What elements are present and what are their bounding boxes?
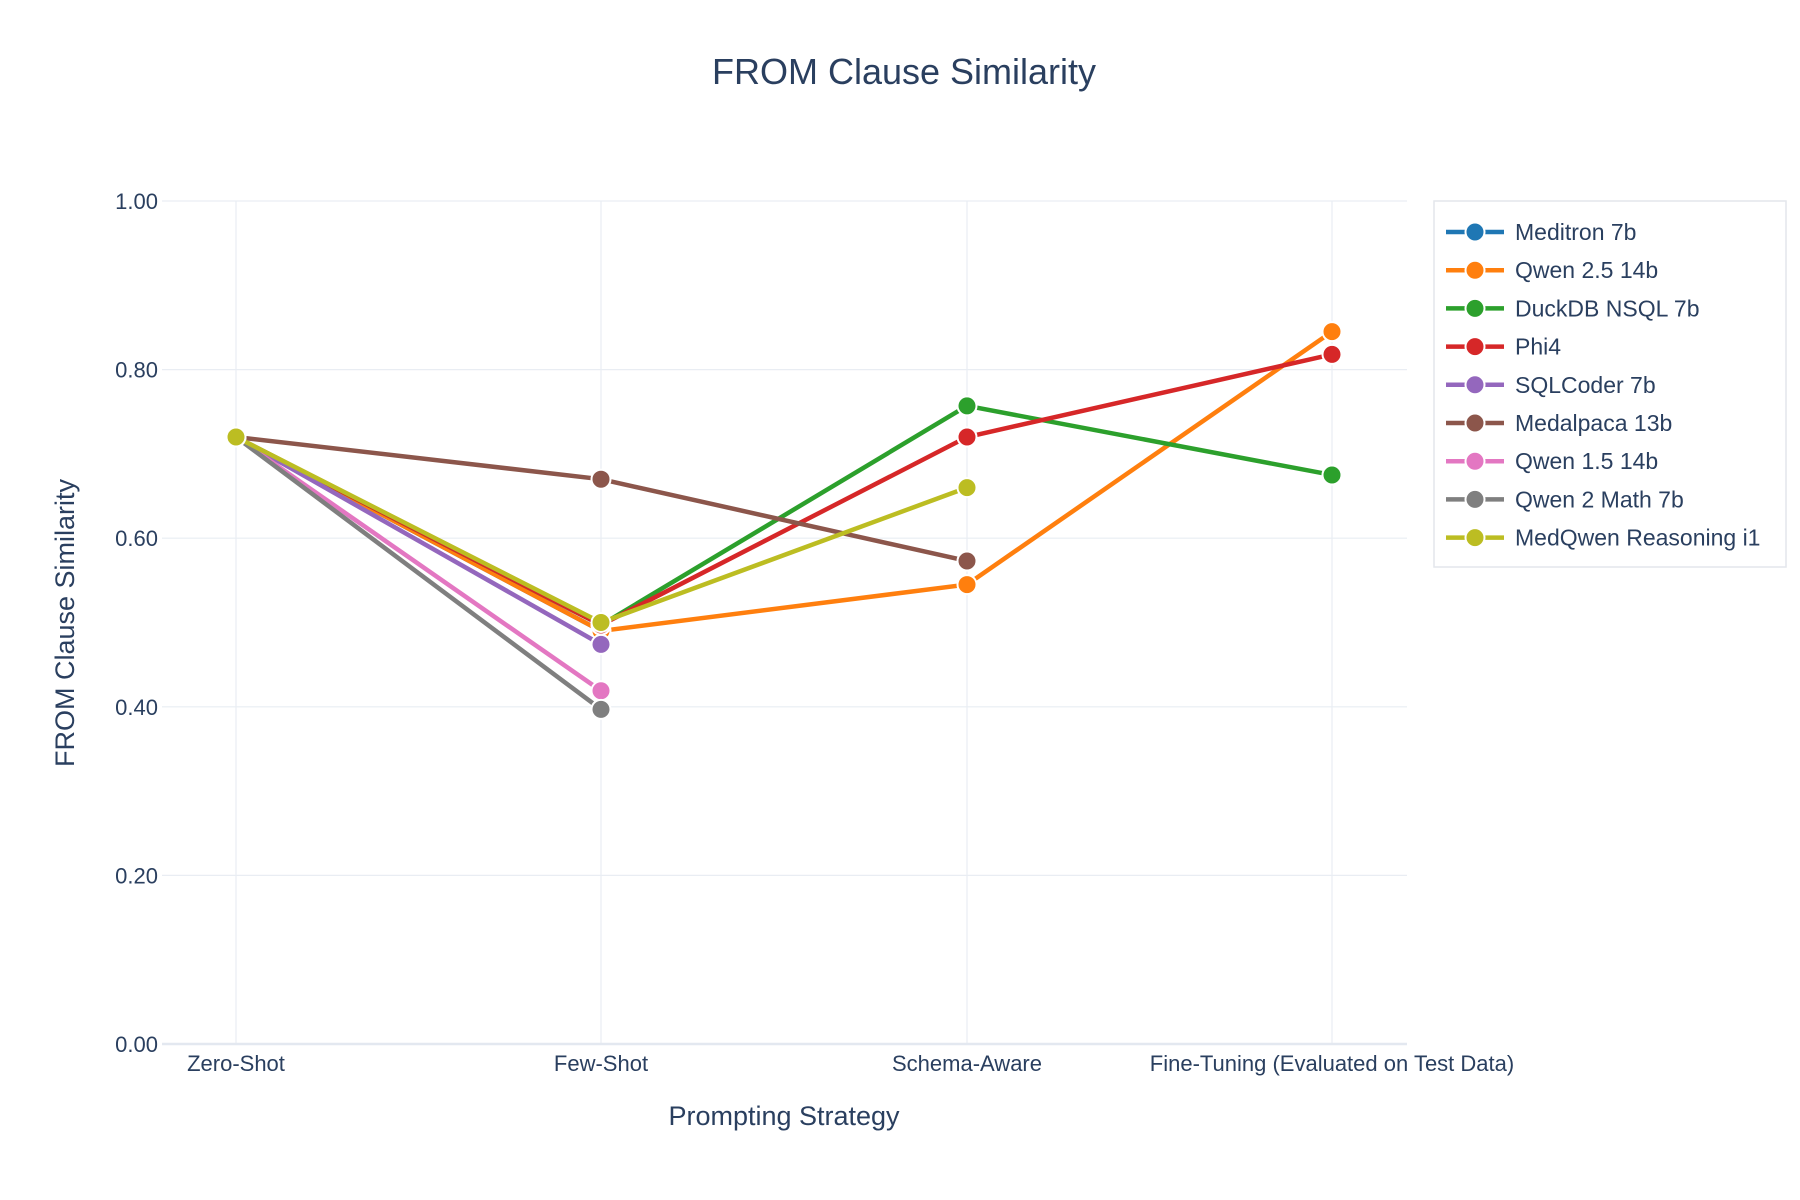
y-tick-label: 0.40 — [115, 695, 158, 720]
legend-item-qwen-2-math-7b[interactable]: Qwen 2 Math 7b — [1446, 486, 1684, 512]
data-point-duckdb-nsql-7b-schema-aware[interactable] — [956, 395, 978, 417]
y-tick-label: 0.60 — [115, 526, 158, 551]
legend-swatch-marker — [1464, 336, 1486, 358]
grid-layer — [162, 200, 1407, 1046]
data-point-medqwen-reasoning-i1-zero-shot[interactable] — [225, 426, 247, 448]
series-qwen-1-5-14b — [225, 426, 612, 702]
legend-item-medalpaca-13b[interactable]: Medalpaca 13b — [1446, 410, 1672, 436]
series-line-qwen-1-5-14b — [234, 435, 603, 693]
data-point-medqwen-reasoning-i1-few-shot[interactable] — [590, 612, 612, 633]
data-point-medalpaca-13b-few-shot[interactable] — [590, 468, 612, 490]
y-tick-label: 1.00 — [115, 189, 158, 214]
axis-layer: 0.00 0.20 0.40 0.60 0.80 1.00 Zero-Shot Few-Sho… — [115, 189, 1514, 1076]
data-point-qwen-1-5-14b-few-shot[interactable] — [590, 680, 612, 702]
data-point-qwen-2-5-14b-fine-tuning-evaluated-on-test-data[interactable] — [1321, 321, 1343, 343]
data-point-qwen-2-math-7b-few-shot[interactable] — [590, 698, 612, 720]
series-layer — [225, 321, 1343, 720]
data-point-medqwen-reasoning-i1-schema-aware[interactable] — [956, 477, 978, 499]
data-point-medalpaca-13b-schema-aware[interactable] — [956, 550, 978, 572]
legend-label: Phi4 — [1515, 334, 1561, 360]
legend-swatch-marker — [1464, 527, 1486, 549]
legend-swatch-marker — [1464, 412, 1486, 434]
legend-swatch-marker — [1464, 259, 1486, 281]
legend-item-qwen-2-5-14b[interactable]: Qwen 2.5 14b — [1446, 257, 1658, 283]
y-axis-title: FROM Clause Similarity — [50, 478, 80, 767]
legend-label: Meditron 7b — [1515, 219, 1636, 245]
y-tick-label: 0.20 — [115, 863, 158, 888]
data-point-phi4-fine-tuning-evaluated-on-test-data[interactable] — [1321, 343, 1343, 365]
legend-item-meditron-7b[interactable]: Meditron 7b — [1446, 219, 1636, 245]
x-tick-label-fine-tuning-evaluated-on-test-data: Fine-Tuning (Evaluated on Test Data) — [1150, 1051, 1514, 1076]
y-tick-label: 0.80 — [115, 358, 158, 383]
legend-label: Qwen 2 Math 7b — [1515, 486, 1684, 512]
series-phi4 — [225, 343, 1343, 636]
data-point-qwen-2-5-14b-schema-aware[interactable] — [956, 574, 978, 596]
series-qwen-2-math-7b — [225, 426, 612, 720]
legend[interactable]: Meditron 7b Qwen 2.5 14b DuckDB NSQL 7b Phi… — [1433, 200, 1787, 568]
x-tick-label-schema-aware: Schema-Aware — [892, 1051, 1042, 1076]
x-axis-title: Prompting Strategy — [668, 1101, 900, 1131]
series-medqwen-reasoning-i1 — [225, 426, 978, 633]
series-line-duckdb-nsql-7b — [234, 403, 1333, 628]
legend-label: Qwen 1.5 14b — [1515, 448, 1658, 474]
legend-label: MedQwen Reasoning i1 — [1515, 525, 1760, 551]
data-point-sqlcoder-7b-few-shot[interactable] — [590, 633, 612, 655]
legend-label: Qwen 2.5 14b — [1515, 257, 1658, 283]
legend-swatch-marker — [1464, 221, 1486, 243]
legend-item-medqwen-reasoning-i1[interactable]: MedQwen Reasoning i1 — [1446, 525, 1760, 551]
y-tick-label: 0.00 — [115, 1032, 158, 1057]
legend-label: DuckDB NSQL 7b — [1515, 295, 1700, 321]
series-line-phi4 — [234, 352, 1333, 628]
chart-title: FROM Clause Similarity — [712, 51, 1096, 92]
series-line-sqlcoder-7b — [234, 435, 603, 647]
legend-item-duckdb-nsql-7b[interactable]: DuckDB NSQL 7b — [1446, 295, 1700, 321]
series-line-qwen-2-5-14b — [234, 329, 1334, 634]
legend-label: SQLCoder 7b — [1515, 372, 1656, 398]
legend-swatch-marker — [1464, 488, 1486, 510]
legend-item-phi4[interactable]: Phi4 — [1446, 334, 1561, 360]
legend-swatch-marker — [1464, 374, 1486, 396]
legend-swatch-marker — [1464, 297, 1486, 319]
legend-item-sqlcoder-7b[interactable]: SQLCoder 7b — [1446, 372, 1656, 398]
data-point-duckdb-nsql-7b-fine-tuning-evaluated-on-test-data[interactable] — [1321, 464, 1343, 486]
legend-item-qwen-1-5-14b[interactable]: Qwen 1.5 14b — [1446, 448, 1658, 474]
x-tick-label-zero-shot: Zero-Shot — [187, 1051, 285, 1076]
data-point-phi4-schema-aware[interactable] — [956, 426, 978, 448]
legend-swatch-marker — [1464, 450, 1486, 472]
series-line-qwen-2-math-7b — [234, 435, 603, 712]
x-tick-label-few-shot: Few-Shot — [554, 1051, 648, 1076]
legend-label: Medalpaca 13b — [1515, 410, 1672, 436]
